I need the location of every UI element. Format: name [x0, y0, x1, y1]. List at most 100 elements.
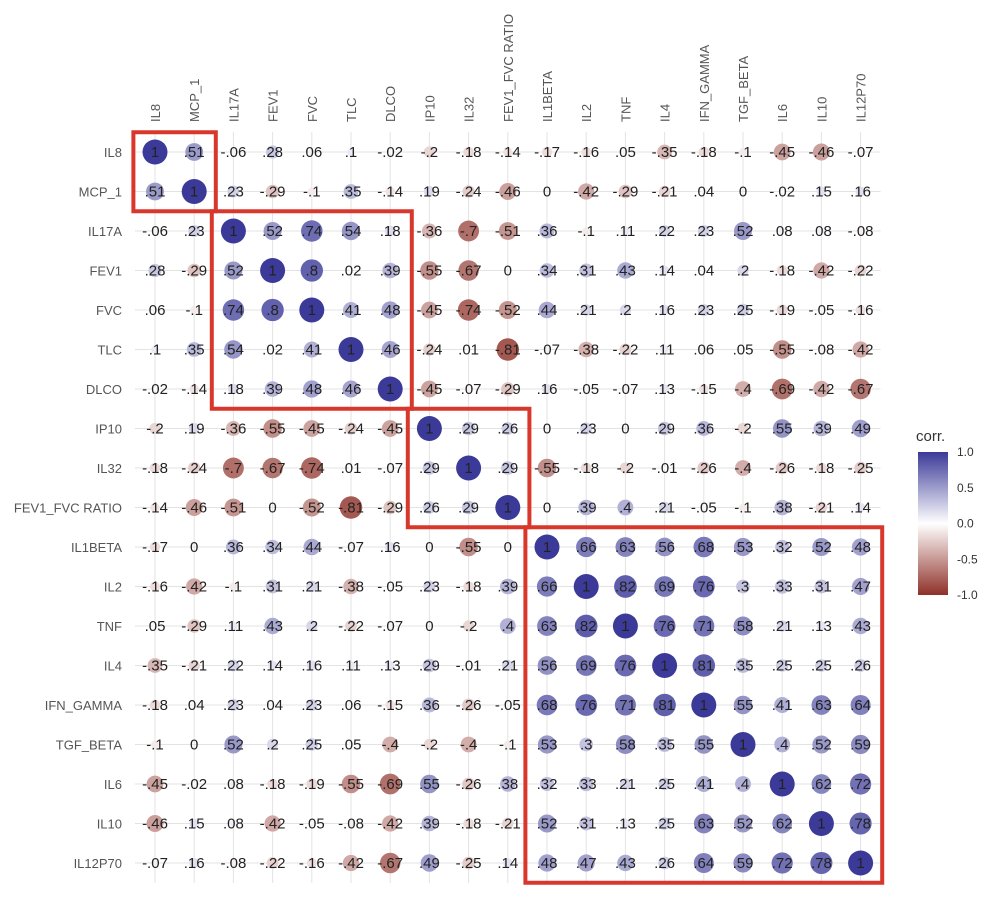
- correlation-value: 1: [347, 342, 355, 359]
- correlation-circle: [857, 227, 865, 235]
- correlation-value: -.2: [421, 737, 439, 754]
- correlation-value: -.55: [416, 263, 442, 280]
- correlation-value: .1: [345, 144, 358, 161]
- correlation-circle: [187, 263, 201, 278]
- correlation-value: 1: [739, 737, 747, 754]
- correlation-circle: [460, 736, 477, 753]
- correlation-circle: [693, 536, 715, 558]
- correlation-circle: [230, 148, 237, 156]
- correlation-circle: [423, 501, 436, 514]
- correlation-circle: [229, 621, 238, 631]
- correlation-circle: [619, 343, 632, 356]
- correlation-circle: [385, 542, 396, 552]
- correlation-circle: [697, 304, 710, 316]
- correlation-value: .52: [223, 737, 244, 754]
- column-label: DLCO: [383, 86, 398, 122]
- correlation-circle: [735, 381, 751, 397]
- correlation-circle: [458, 260, 479, 281]
- correlation-value: .68: [537, 697, 558, 714]
- correlation-circle: [575, 694, 598, 716]
- correlation-circle: [149, 541, 161, 553]
- correlation-value: .2: [266, 737, 279, 754]
- correlation-value: .29: [458, 421, 479, 438]
- correlation-value: 1: [700, 697, 708, 714]
- correlation-value: .55: [772, 421, 793, 438]
- correlation-circle: [263, 221, 282, 241]
- correlation-value: .06: [301, 144, 322, 161]
- correlation-value: .23: [693, 302, 714, 319]
- correlation-circle: [808, 811, 834, 836]
- correlation-circle: [462, 698, 475, 712]
- correlation-value: 1: [229, 223, 237, 240]
- correlation-circle: [265, 539, 280, 555]
- correlation-circle: [463, 818, 474, 829]
- correlation-circle: [341, 774, 361, 794]
- correlation-value: -.74: [299, 460, 325, 477]
- correlation-value: -.35: [652, 144, 678, 161]
- correlation-value: .14: [850, 500, 871, 517]
- correlation-circle: [189, 858, 200, 868]
- correlation-value: 1: [621, 618, 629, 635]
- correlation-value: .08: [223, 816, 244, 833]
- correlation-circle: [775, 461, 789, 475]
- correlation-value: .01: [341, 460, 362, 477]
- correlation-value: -.16: [573, 144, 599, 161]
- correlation-circle: [776, 620, 788, 632]
- correlation-value: .29: [654, 421, 675, 438]
- correlation-value: 1: [190, 184, 198, 201]
- correlation-circle: [386, 622, 394, 630]
- row-label: IL10: [97, 817, 122, 832]
- correlation-value: -.1: [734, 144, 752, 161]
- correlation-circle: [733, 221, 753, 241]
- correlation-circle: [457, 299, 480, 321]
- correlation-circle: [851, 734, 871, 755]
- correlation-value: -.2: [734, 421, 752, 438]
- correlation-value: -.05: [299, 816, 325, 833]
- legend-tick: 0.5: [957, 481, 974, 495]
- correlation-circle: [739, 503, 747, 512]
- row-label: IP10: [95, 422, 122, 437]
- correlation-circle: [698, 146, 710, 158]
- correlation-circle: [349, 268, 353, 273]
- correlation-circle: [227, 699, 240, 711]
- correlation-circle: [692, 654, 716, 677]
- correlation-circle: [733, 616, 753, 636]
- correlation-circle: [663, 466, 666, 470]
- legend-tick: -0.5: [957, 552, 978, 566]
- correlation-circle: [813, 420, 830, 437]
- correlation-value: .08: [772, 223, 793, 240]
- correlation-circle: [736, 579, 750, 594]
- correlation-value: .55: [693, 737, 714, 754]
- correlation-circle: [740, 346, 746, 353]
- correlation-circle: [303, 380, 321, 398]
- correlation-circle: [615, 734, 635, 755]
- correlation-circle: [739, 148, 747, 156]
- correlation-circle: [579, 776, 594, 792]
- correlation-value: .53: [537, 737, 558, 754]
- correlation-value: .82: [615, 579, 636, 596]
- correlation-value: .56: [654, 539, 675, 556]
- correlation-value: -.2: [460, 618, 478, 635]
- correlation-circle: [621, 226, 630, 236]
- correlation-circle: [536, 576, 558, 597]
- correlation-circle: [189, 818, 200, 829]
- correlation-circle: [181, 179, 207, 204]
- correlation-circle: [780, 189, 784, 194]
- correlation-circle: [534, 534, 560, 560]
- correlation-circle: [576, 536, 597, 558]
- correlation-circle: [261, 298, 284, 322]
- correlation-circle: [693, 615, 715, 637]
- correlation-value: -.02: [181, 776, 207, 793]
- correlation-value: -.29: [612, 184, 638, 201]
- correlation-value: .48: [380, 302, 401, 319]
- column-label: IL10: [814, 97, 829, 122]
- row-label: FEV1_FVC RATIO: [14, 501, 122, 516]
- correlation-value: .16: [380, 539, 401, 556]
- correlation-value: -.07: [612, 381, 638, 398]
- correlation-value: .43: [615, 263, 636, 280]
- correlation-circle: [420, 774, 439, 794]
- row-label: IL12P70: [74, 856, 122, 871]
- correlation-value: -.46: [808, 144, 834, 161]
- correlation-value: 1: [778, 776, 786, 793]
- correlation-circle: [499, 578, 516, 595]
